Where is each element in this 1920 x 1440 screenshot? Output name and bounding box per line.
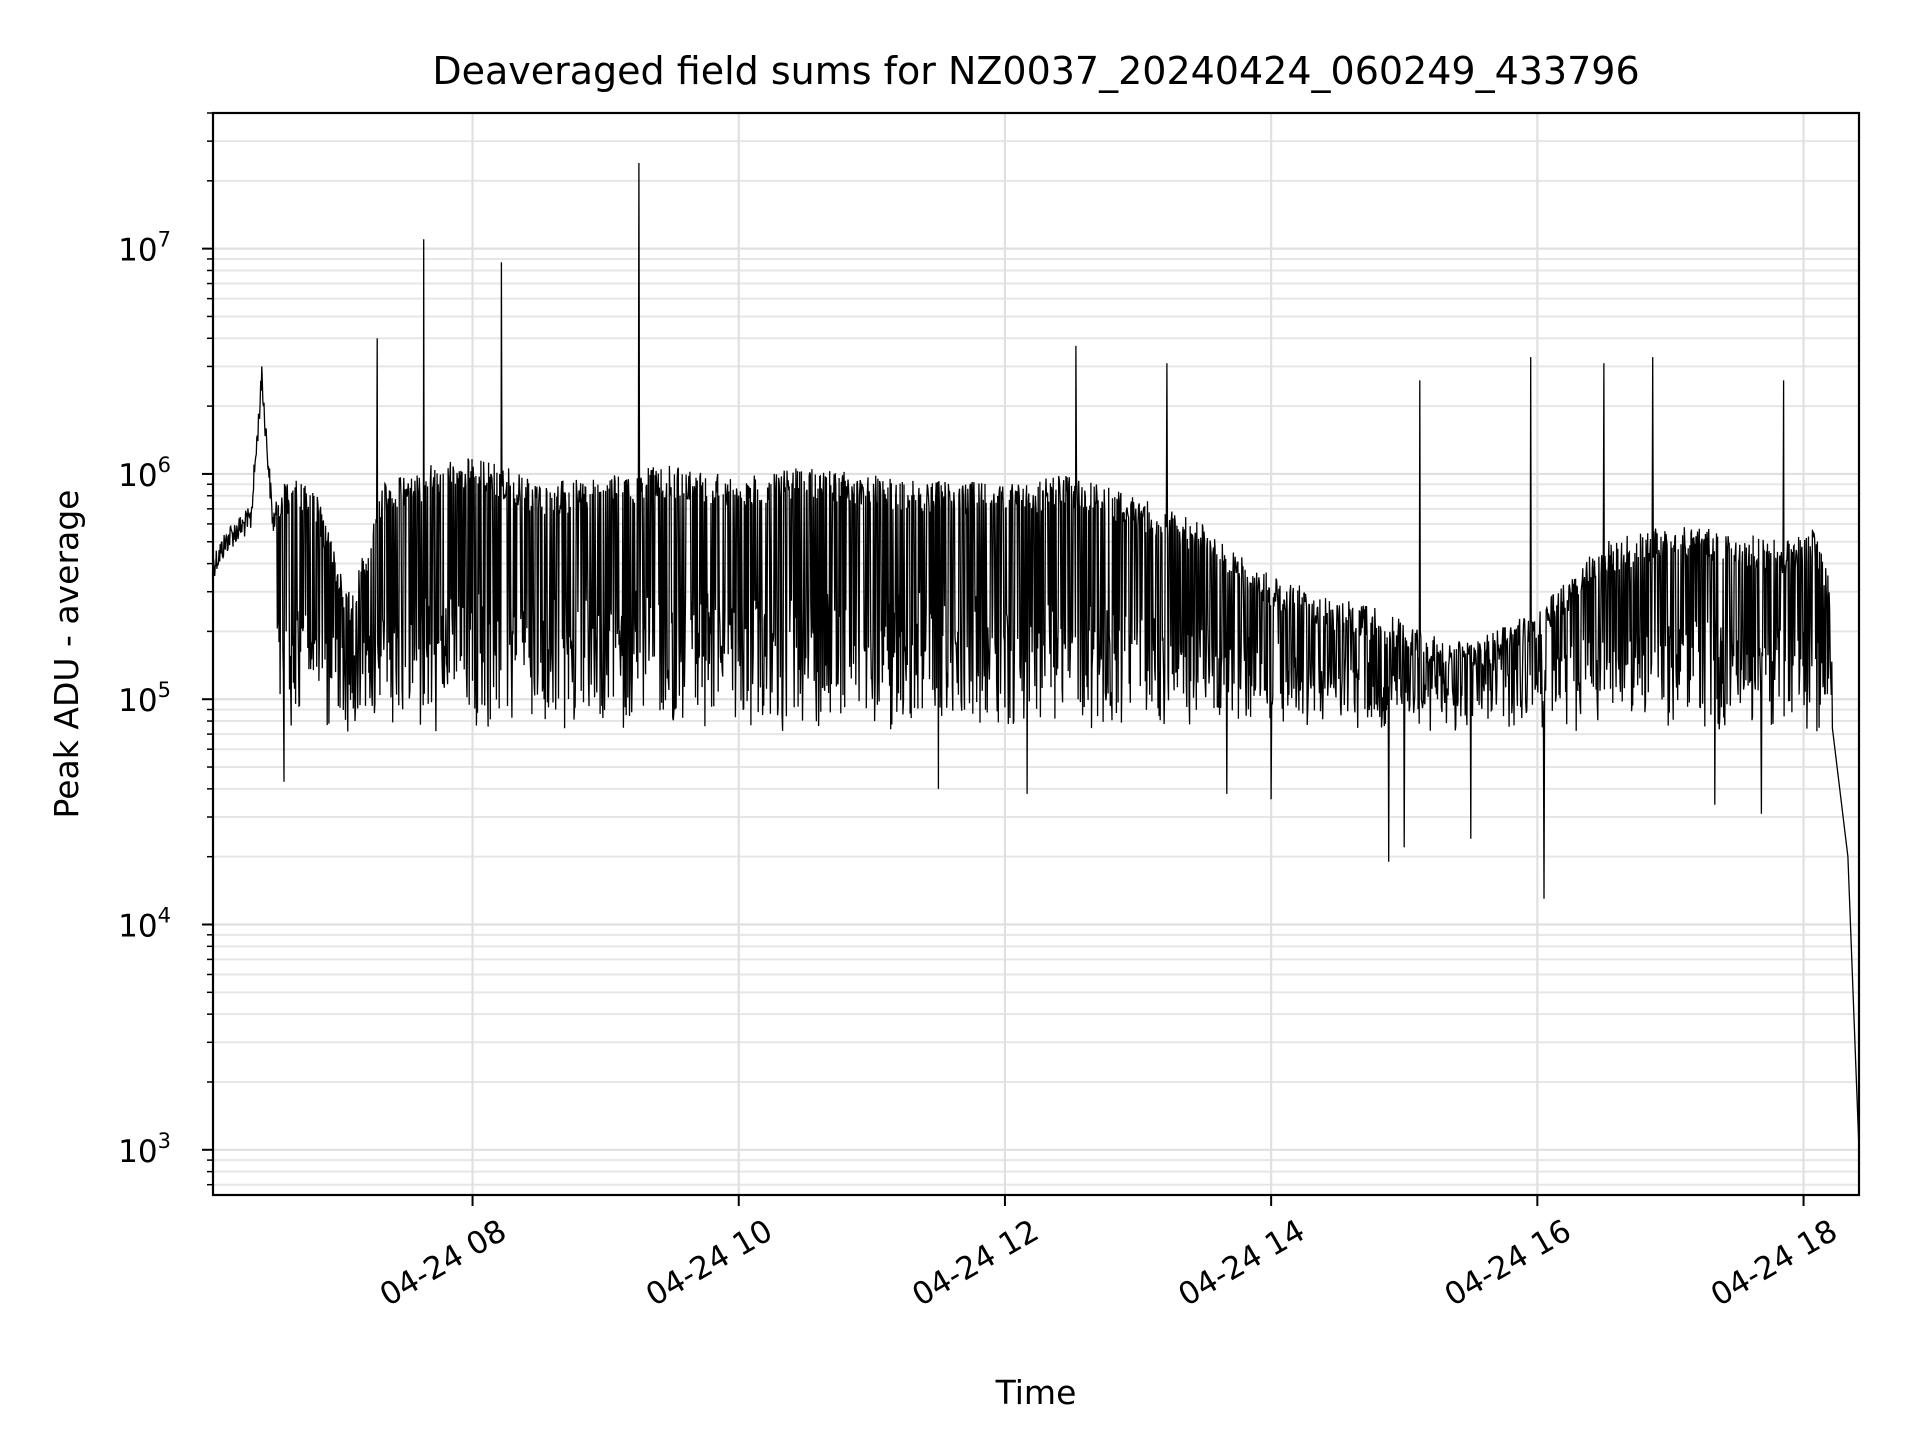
chart-title: Deaveraged field sums for NZ0037_2024042… — [432, 49, 1639, 93]
y-tick-base: 10 — [118, 233, 157, 269]
data-line-series-1 — [212, 162, 1860, 1150]
y-tick-base: 10 — [118, 1134, 157, 1170]
y-tick-label: 103 — [118, 1129, 171, 1170]
y-tick-exponent: 6 — [158, 453, 171, 477]
y-tick-base: 10 — [118, 458, 157, 494]
y-tick-base: 10 — [118, 909, 157, 945]
y-tick-exponent: 3 — [158, 1129, 171, 1153]
y-tick-exponent: 7 — [158, 228, 171, 252]
y-tick-exponent: 5 — [158, 678, 171, 702]
y-tick-label: 104 — [118, 904, 171, 945]
y-tick-base: 10 — [118, 683, 157, 719]
y-tick-label: 107 — [118, 228, 171, 269]
y-tick-label: 105 — [118, 678, 171, 719]
y-tick-exponent: 4 — [158, 904, 171, 928]
y-tick-label: 106 — [118, 453, 171, 494]
plot-frame — [211, 111, 1861, 1197]
data-line-layer — [212, 162, 1860, 1150]
x-axis-label: Time — [995, 1373, 1077, 1412]
y-axis-label: Peak ADU - average — [47, 490, 86, 819]
